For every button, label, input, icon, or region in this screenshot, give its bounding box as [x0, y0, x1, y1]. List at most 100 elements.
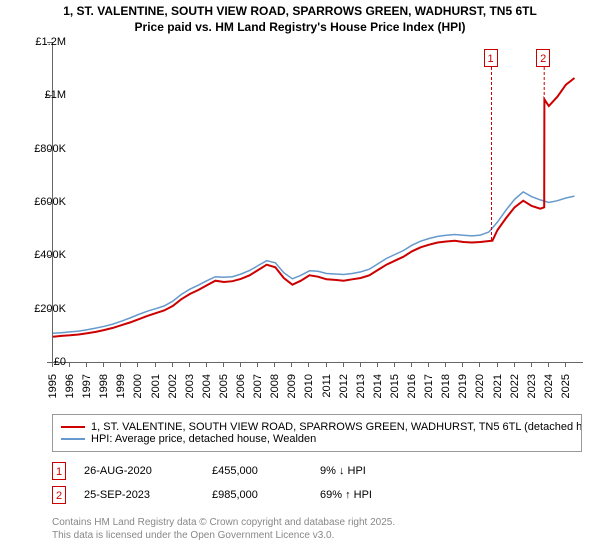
y-axis-label: £1M [18, 89, 66, 101]
x-axis-label: 2017 [423, 374, 435, 398]
x-axis-label: 2024 [543, 374, 555, 398]
chart-svg [53, 42, 583, 362]
x-axis-tick [103, 362, 104, 367]
x-axis-label: 2000 [132, 374, 144, 398]
series-hpi [53, 192, 575, 333]
x-axis-tick [120, 362, 121, 367]
sale-marker: 2 [52, 486, 66, 504]
x-axis-tick [52, 362, 53, 367]
x-axis-label: 1999 [115, 374, 127, 398]
x-axis-labels: 1995199619971998199920002001200220032004… [52, 368, 582, 408]
x-axis-label: 2016 [406, 374, 418, 398]
footer-line-2: This data is licensed under the Open Gov… [52, 529, 582, 542]
y-axis-tick [47, 202, 52, 203]
x-axis-tick [308, 362, 309, 367]
y-axis-tick [47, 149, 52, 150]
x-axis-tick [411, 362, 412, 367]
x-axis-label: 2018 [440, 374, 452, 398]
x-axis-label: 2005 [218, 374, 230, 398]
sale-price: £985,000 [212, 489, 302, 501]
x-axis-label: 2003 [184, 374, 196, 398]
footer-line-1: Contains HM Land Registry data © Crown c… [52, 516, 582, 529]
x-axis-label: 2008 [269, 374, 281, 398]
legend-swatch [61, 426, 85, 428]
x-axis-label: 2001 [150, 374, 162, 398]
x-axis-label: 1996 [64, 374, 76, 398]
x-axis-tick [531, 362, 532, 367]
x-axis-label: 2004 [201, 374, 213, 398]
x-axis-tick [69, 362, 70, 367]
x-axis-label: 2009 [286, 374, 298, 398]
chart-marker-2: 2 [536, 49, 550, 67]
x-axis-label: 2013 [355, 374, 367, 398]
x-axis-label: 2012 [338, 374, 350, 398]
x-axis-tick [223, 362, 224, 367]
x-axis-label: 2002 [167, 374, 179, 398]
x-axis-tick [462, 362, 463, 367]
x-axis-label: 2019 [457, 374, 469, 398]
x-axis-tick [274, 362, 275, 367]
x-axis-tick [240, 362, 241, 367]
footer: Contains HM Land Registry data © Crown c… [52, 516, 582, 542]
chart-title: 1, ST. VALENTINE, SOUTH VIEW ROAD, SPARR… [0, 4, 600, 35]
y-axis-label: £0 [18, 356, 66, 368]
y-axis-tick [47, 309, 52, 310]
chart-marker-1: 1 [484, 49, 498, 67]
y-axis-tick [47, 255, 52, 256]
y-axis-label: £1.2M [18, 36, 66, 48]
y-axis-label: £200K [18, 303, 66, 315]
x-axis-tick [137, 362, 138, 367]
x-axis-label: 2015 [389, 374, 401, 398]
x-axis-tick [548, 362, 549, 367]
y-axis-label: £800K [18, 143, 66, 155]
sale-date: 26-AUG-2020 [84, 465, 194, 477]
legend-swatch [61, 438, 85, 440]
x-axis-label: 1998 [98, 374, 110, 398]
x-axis-label: 2025 [560, 374, 572, 398]
y-axis-label: £400K [18, 249, 66, 261]
x-axis-tick [377, 362, 378, 367]
x-axis-tick [428, 362, 429, 367]
x-axis-tick [257, 362, 258, 367]
x-axis-label: 2022 [509, 374, 521, 398]
x-axis-tick [189, 362, 190, 367]
chart-container: 1, ST. VALENTINE, SOUTH VIEW ROAD, SPARR… [0, 0, 600, 560]
x-axis-label: 2011 [321, 374, 333, 398]
x-axis-tick [479, 362, 480, 367]
plot-area [52, 42, 583, 363]
x-axis-tick [360, 362, 361, 367]
x-axis-tick [172, 362, 173, 367]
legend-label: 1, ST. VALENTINE, SOUTH VIEW ROAD, SPARR… [91, 421, 582, 433]
x-axis-tick [514, 362, 515, 367]
x-axis-tick [206, 362, 207, 367]
x-axis-tick [565, 362, 566, 367]
x-axis-label: 2023 [526, 374, 538, 398]
sale-marker: 1 [52, 462, 66, 480]
x-axis-tick [343, 362, 344, 367]
title-line-1: 1, ST. VALENTINE, SOUTH VIEW ROAD, SPARR… [0, 4, 600, 20]
x-axis-label: 1997 [81, 374, 93, 398]
x-axis-tick [445, 362, 446, 367]
x-axis-tick [291, 362, 292, 367]
x-axis-tick [86, 362, 87, 367]
legend-item: 1, ST. VALENTINE, SOUTH VIEW ROAD, SPARR… [61, 421, 573, 433]
y-axis-label: £600K [18, 196, 66, 208]
x-axis-label: 2007 [252, 374, 264, 398]
sale-row: 2 25-SEP-2023 £985,000 69% ↑ HPI [52, 486, 582, 504]
sale-date: 25-SEP-2023 [84, 489, 194, 501]
x-axis-label: 2006 [235, 374, 247, 398]
sale-delta: 69% ↑ HPI [320, 489, 582, 501]
sale-row: 1 26-AUG-2020 £455,000 9% ↓ HPI [52, 462, 582, 480]
x-axis-tick [326, 362, 327, 367]
sale-delta: 9% ↓ HPI [320, 465, 582, 477]
legend-item: HPI: Average price, detached house, Weal… [61, 433, 573, 445]
x-axis-label: 2021 [492, 374, 504, 398]
x-axis-label: 1995 [47, 374, 59, 398]
x-axis-label: 2010 [303, 374, 315, 398]
sale-price: £455,000 [212, 465, 302, 477]
x-axis-tick [155, 362, 156, 367]
x-axis-label: 2020 [474, 374, 486, 398]
sales-table: 1 26-AUG-2020 £455,000 9% ↓ HPI 2 25-SEP-2023… [52, 462, 582, 510]
y-axis-tick [47, 95, 52, 96]
x-axis-label: 2014 [372, 374, 384, 398]
